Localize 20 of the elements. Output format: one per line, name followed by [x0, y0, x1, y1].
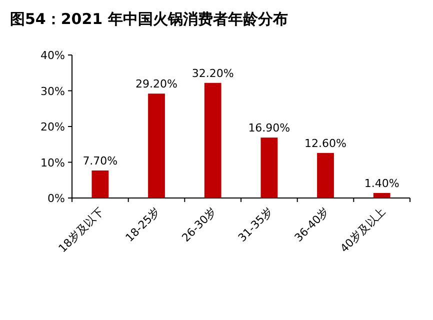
data-label: 7.70%	[82, 154, 118, 168]
bar	[148, 94, 165, 198]
bar	[373, 192, 390, 198]
bar	[92, 170, 109, 198]
bar	[204, 82, 222, 198]
y-tick-label: 30%	[40, 84, 65, 98]
y-tick-label: 10%	[40, 156, 65, 170]
x-tick-label: 18岁及以下	[56, 204, 106, 256]
data-label: 29.20%	[136, 78, 178, 91]
data-label: 32.20%	[192, 66, 234, 80]
data-label: 16.90%	[248, 122, 290, 135]
y-tick-label: 20%	[40, 120, 65, 134]
chart-title: 图54：2021 年中国火锅消费者年龄分布	[10, 10, 288, 28]
y-tick-label: 0%	[48, 192, 65, 205]
data-label: 1.40%	[364, 176, 400, 190]
y-tick-label: 40%	[40, 49, 65, 62]
bar	[260, 138, 278, 198]
x-tick-label: 40岁及以上	[338, 204, 388, 256]
data-label: 12.60%	[304, 136, 346, 150]
bar	[317, 152, 334, 198]
